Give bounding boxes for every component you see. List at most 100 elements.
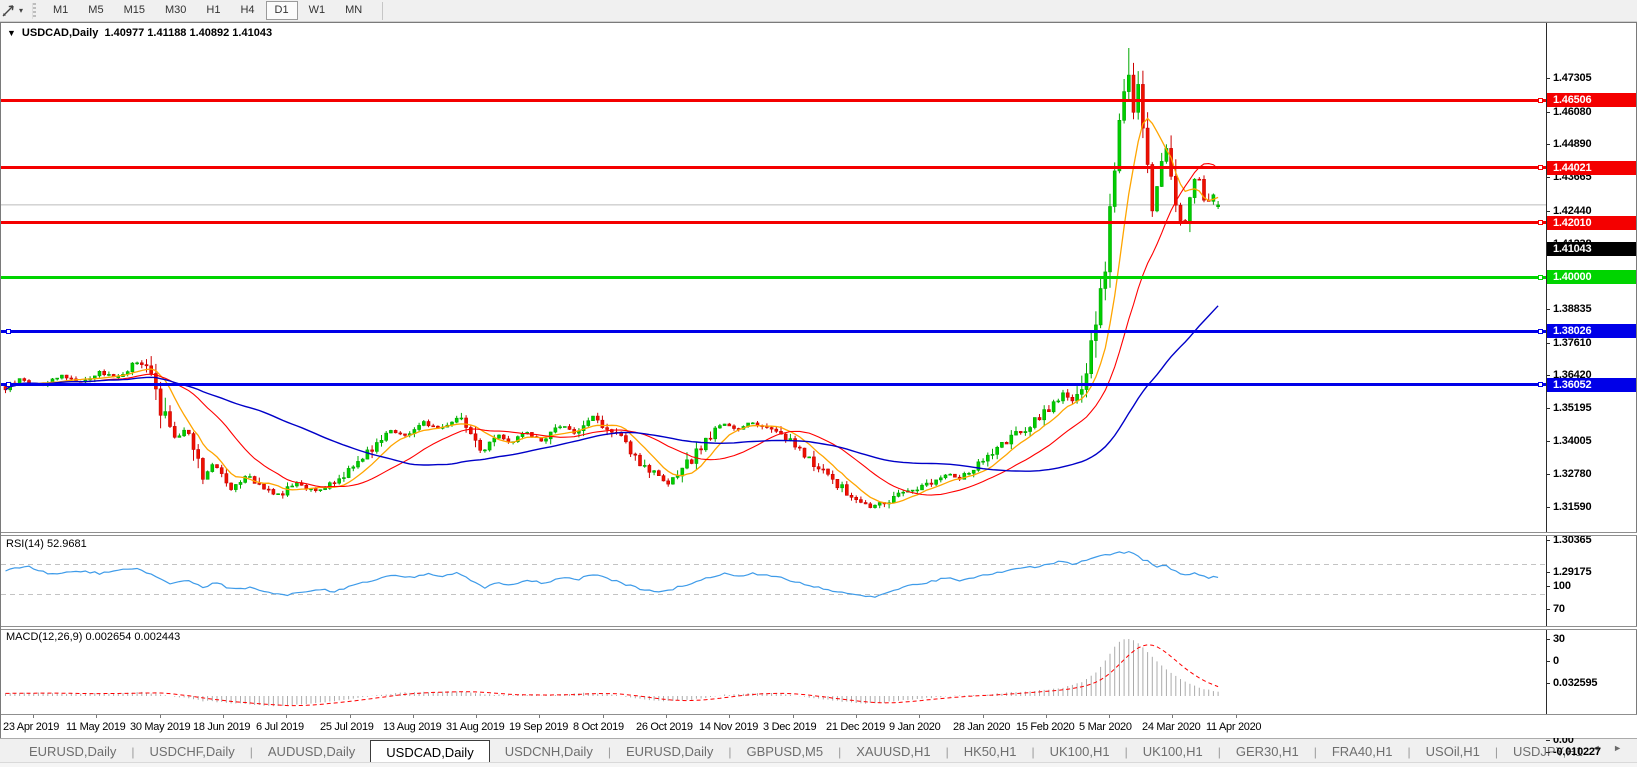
rsi-tick-70-tick [1546, 609, 1550, 610]
price-tick-1.42440: 1.42440 [1553, 205, 1592, 217]
price-tick-1.46080-tick [1546, 112, 1550, 113]
date-tick [729, 715, 730, 718]
date-label-3-Dec-2019: 3 Dec 2019 [763, 721, 817, 733]
price-tick-1.29175: 1.29175 [1553, 566, 1592, 578]
chart-window-usdcad[interactable]: ▼ USDCAD,Daily 1.40977 1.41188 1.40892 1.… [0, 22, 1637, 758]
date-tick [666, 715, 667, 718]
hline-1.40000[interactable] [1, 276, 1546, 279]
hline-handle-left-1.36052[interactable] [6, 382, 11, 387]
hline-handle-right-1.36052[interactable] [1538, 382, 1543, 387]
price-tick-1.43665-tick [1546, 177, 1550, 178]
chart-tab-AUDUSD-Daily[interactable]: AUDUSD,Daily [267, 744, 356, 759]
chart-tab-HK50-H1[interactable]: HK50,H1 [963, 744, 1017, 759]
timeframe-button-M30[interactable]: M30 [156, 1, 195, 20]
cursor-tool-button[interactable]: ▾ [0, 3, 27, 18]
chart-tab-EURUSD-Daily[interactable]: EURUSD,Daily [29, 744, 117, 759]
chart-tab-USDCAD-Daily[interactable]: USDCAD,Daily [370, 740, 490, 764]
date-tick [1109, 715, 1110, 718]
price-tick-1.37610: 1.37610 [1553, 337, 1592, 349]
hline-handle-right-1.42010[interactable] [1538, 220, 1543, 225]
hline-handle-left-1.38026[interactable] [6, 329, 11, 334]
chart-tab-UK100-H1[interactable]: UK100,H1 [1142, 744, 1203, 759]
rsi-tick-100: 100 [1553, 580, 1571, 592]
rsi-tick-100-tick [1546, 586, 1550, 587]
chart-tab-UK100-H1[interactable]: UK100,H1 [1049, 744, 1110, 759]
date-label-5-Mar-2020: 5 Mar 2020 [1079, 721, 1132, 733]
price-tick-1.34005: 1.34005 [1553, 435, 1592, 447]
hline-handle-right-1.40000[interactable] [1538, 275, 1543, 280]
rsi-tick-0: 0 [1553, 655, 1559, 667]
hline-handle-right-1.38026[interactable] [1538, 329, 1543, 334]
chart-tab-USOil-H1[interactable]: USOil,H1 [1425, 744, 1480, 759]
price-tick-1.30365-tick [1546, 540, 1550, 541]
date-tick [223, 715, 224, 718]
hline-handle-right-1.44021[interactable] [1538, 165, 1543, 170]
date-tick [413, 715, 414, 718]
tab-separator: | [838, 745, 842, 759]
chevron-down-icon[interactable]: ▾ [19, 6, 24, 15]
main-price-chart[interactable] [1, 24, 1637, 532]
collapse-chart-icon[interactable]: ▼ [7, 28, 16, 38]
tab-separator: | [1124, 745, 1128, 759]
timeframe-button-H1[interactable]: H1 [197, 1, 229, 20]
date-tick [96, 715, 97, 718]
macd-indicator-pane[interactable] [1, 630, 1637, 714]
timeframe-buttons: M1 M5 M15 M30 H1 H4 D1 W1 MN [43, 1, 372, 20]
hline-1.46506[interactable] [1, 99, 1546, 102]
hline-1.44021[interactable] [1, 166, 1546, 169]
date-label-23-Apr-2019: 23 Apr 2019 [3, 721, 60, 733]
chart-tab-GER30-H1[interactable]: GER30,H1 [1235, 744, 1299, 759]
price-tick-1.42440-tick [1546, 211, 1550, 212]
timeframe-button-D1[interactable]: D1 [265, 1, 298, 20]
timeframe-button-MN[interactable]: MN [336, 1, 371, 20]
tab-scroll-right-icon[interactable]: ► [1613, 743, 1622, 753]
chart-tab-XAUUSD-H1[interactable]: XAUUSD,H1 [856, 744, 931, 759]
price-tick-1.30365: 1.30365 [1553, 534, 1592, 546]
chart-ohlc-values: 1.40977 1.41188 1.40892 1.41043 [104, 27, 273, 39]
price-badge-1.42010: 1.42010 [1547, 216, 1636, 230]
date-label-21-Dec-2019: 21 Dec 2019 [826, 721, 886, 733]
price-tick-1.38835: 1.38835 [1553, 303, 1592, 315]
date-tick [983, 715, 984, 718]
rsi-tick-0-tick [1546, 661, 1550, 662]
tab-scroll-left-icon[interactable]: ◄ [1591, 743, 1601, 753]
toolbar-grip-handle[interactable] [32, 2, 37, 19]
price-badge-1.44021: 1.44021 [1547, 161, 1636, 175]
pane-splitter-macd[interactable] [1, 626, 1637, 630]
hline-1.38026[interactable] [1, 330, 1546, 333]
chart-title: ▼ USDCAD,Daily 1.40977 1.41188 1.40892 1.… [7, 27, 272, 39]
hline-1.36052[interactable] [1, 383, 1546, 386]
price-tick-1.31590: 1.31590 [1553, 501, 1592, 513]
hline-1.42010[interactable] [1, 221, 1546, 224]
price-tick-1.44890-tick [1546, 144, 1550, 145]
macd-tick-0.00-tick [1546, 740, 1550, 741]
price-badge-1.38026: 1.38026 [1547, 324, 1636, 338]
price-tick-1.32780-tick [1546, 474, 1550, 475]
rsi-title: RSI(14) 52.9681 [6, 538, 87, 550]
time-axis[interactable]: 23 Apr 2019 11 May 2019 30 May 2019 18 Jun … [1, 714, 1637, 738]
timeframe-button-W1[interactable]: W1 [300, 1, 335, 20]
hline-handle-right-1.46506[interactable] [1538, 98, 1543, 103]
chart-tab-USDCHF-Daily[interactable]: USDCHF,Daily [149, 744, 235, 759]
date-label-30-May-2019: 30 May 2019 [130, 721, 191, 733]
tab-separator: | [728, 745, 732, 759]
timeframe-button-M15[interactable]: M15 [115, 1, 154, 20]
tab-separator: | [607, 745, 611, 759]
date-tick [539, 715, 540, 718]
chart-tab-USDCNH-Daily[interactable]: USDCNH,Daily [504, 744, 593, 759]
rsi-indicator-pane[interactable] [1, 537, 1637, 626]
date-tick [476, 715, 477, 718]
timeframe-toolbar: ▾ M1 M5 M15 M30 H1 H4 D1 W1 MN [0, 0, 1637, 22]
chart-tab-USDJPY-H1[interactable]: USDJPY,H1 [1512, 744, 1583, 759]
timeframe-button-H4[interactable]: H4 [231, 1, 263, 20]
pane-splitter-rsi[interactable] [1, 532, 1637, 536]
chart-tab-GBPUSD-M5[interactable]: GBPUSD,M5 [746, 744, 824, 759]
chart-symbol-label: USDCAD,Daily [21, 27, 99, 39]
chart-tab-FRA40-H1[interactable]: FRA40,H1 [1331, 744, 1393, 759]
price-tick-1.32780: 1.32780 [1553, 468, 1592, 480]
timeframe-button-M5[interactable]: M5 [79, 1, 112, 20]
status-strip [0, 762, 1637, 767]
timeframe-button-M1[interactable]: M1 [44, 1, 77, 20]
chart-tab-EURUSD-Daily[interactable]: EURUSD,Daily [625, 744, 714, 759]
price-tick-1.47305: 1.47305 [1553, 72, 1592, 84]
